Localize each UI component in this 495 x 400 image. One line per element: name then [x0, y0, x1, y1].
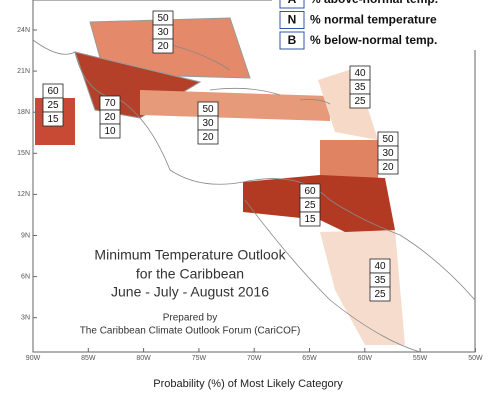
prob-value: 50: [157, 13, 169, 24]
prob-value: 60: [304, 186, 316, 197]
coastline: [244, 199, 421, 353]
legend-text: % below-normal temp.: [310, 33, 437, 47]
coastlines: [32, 39, 476, 353]
prob-value: 15: [304, 214, 316, 225]
lat-label: 6N: [21, 273, 30, 280]
prob-value: 40: [374, 261, 386, 272]
lat-label: 12N: [17, 191, 30, 198]
legend-code: N: [288, 13, 297, 27]
legend: A % above-normal temp. N % normal temperatu…: [272, 0, 477, 50]
prob-value: 20: [104, 112, 116, 123]
title-line: June - July - August 2016: [111, 284, 269, 300]
legend-key: [279, 31, 305, 50]
lat-label: 24N: [17, 27, 30, 34]
prob-cell: [152, 38, 174, 54]
zone: [140, 90, 330, 121]
prob-cell: [369, 286, 391, 302]
prob-value: 30: [382, 148, 394, 159]
legend-code: B: [288, 33, 297, 47]
prob-value: 35: [354, 82, 366, 93]
legend-text: % above-normal temp.: [310, 0, 438, 6]
lat-label: 15N: [17, 150, 30, 157]
lon-label: 55W: [413, 355, 428, 362]
prob-cell: [299, 211, 321, 227]
lon-label: 65W: [302, 355, 317, 362]
lon-label: 80W: [136, 355, 151, 362]
prob-cell: [99, 123, 121, 139]
prob-value: 15: [47, 114, 59, 125]
footer: Probability (%) of Most Likely Category: [153, 378, 343, 390]
coastline: [32, 39, 476, 301]
lon-label: 90W: [26, 355, 41, 362]
lat-label: 21N: [17, 68, 30, 75]
prob-value: 10: [104, 126, 116, 137]
prob-value: 25: [374, 289, 386, 300]
credit-prepared: Prepared by: [163, 313, 217, 324]
prob-value: 40: [354, 68, 366, 79]
prob-cell: [42, 111, 64, 127]
prob-value: 25: [47, 100, 59, 111]
credit-org: The Caribbean Climate Outlook Forum (Car…: [80, 326, 301, 337]
prob-cell: [377, 159, 399, 175]
title-line: Minimum Temperature Outlook: [94, 247, 286, 263]
prob-value: 20: [157, 41, 169, 52]
lat-label: 18N: [17, 109, 30, 116]
legend-key: [279, 0, 305, 9]
prob-cell: [197, 129, 219, 145]
lat-label: 9N: [21, 232, 30, 239]
lon-label: 75W: [192, 355, 207, 362]
zones: [35, 17, 405, 345]
lon-label: 85W: [81, 355, 96, 362]
lon-label: 70W: [247, 355, 262, 362]
title-line: for the Caribbean: [136, 266, 244, 282]
legend-key: [279, 11, 305, 29]
prob-value: 30: [157, 27, 169, 38]
legend-code: A: [288, 0, 297, 6]
legend-bg: [272, 0, 477, 50]
legend-text: % normal temperature: [310, 13, 437, 27]
prob-value: 25: [354, 96, 366, 107]
lat-label: 3N: [21, 315, 30, 322]
zone: [318, 68, 378, 140]
prob-value: 50: [382, 134, 394, 145]
prob-value: 50: [202, 104, 214, 115]
prob-value: 70: [104, 98, 116, 109]
lon-label: 50W: [468, 355, 483, 362]
prob-cell: [349, 93, 371, 109]
lon-label: 60W: [358, 355, 373, 362]
prob-value: 60: [47, 86, 59, 97]
prob-value: 30: [202, 118, 214, 129]
prob-value: 20: [382, 162, 394, 173]
prob-value: 25: [304, 200, 316, 211]
prob-value: 35: [374, 275, 386, 286]
prob-value: 20: [202, 132, 214, 143]
